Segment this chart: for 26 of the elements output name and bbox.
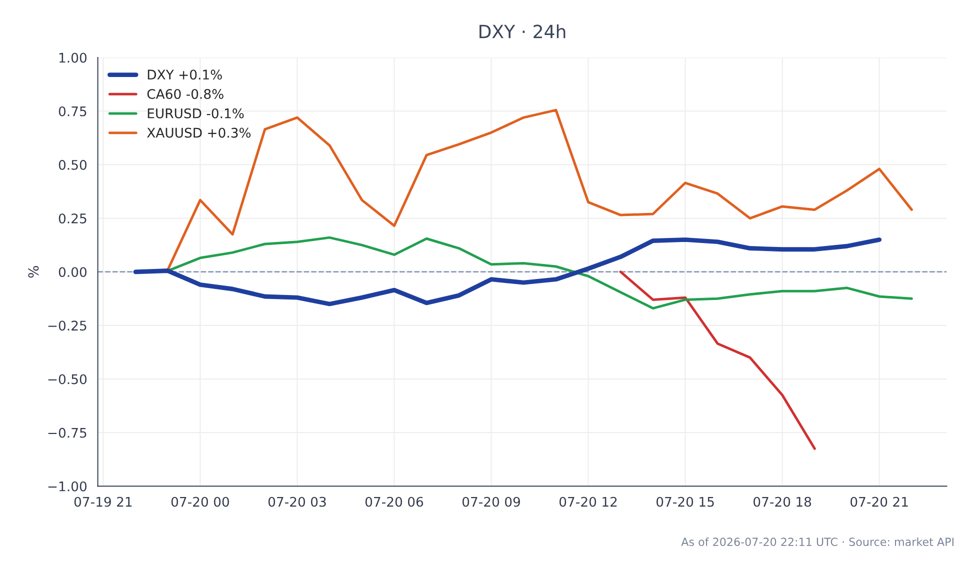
legend-label: EURUSD -0.1% xyxy=(148,108,244,118)
y-tick-label: −1.00 xyxy=(48,481,87,492)
text: As of 2026-07-20 22:11 UTC · Source: market API xyxy=(681,537,954,546)
y-tick-label: 0.75 xyxy=(58,106,86,116)
y-tick-label: 0.00 xyxy=(58,267,87,278)
x-tick-label: 07-20 21 xyxy=(850,496,908,507)
legend-label: XAUUSD +0.3% xyxy=(147,128,251,138)
line-series xyxy=(619,270,816,450)
x-tick-label: 07-20 18 xyxy=(754,496,812,507)
y-tick-label: −0.50 xyxy=(48,374,87,384)
y-tick-label: 1.00 xyxy=(59,52,87,63)
x-tick-label: 07-20 06 xyxy=(365,496,424,507)
x-tick-label: 07-20 09 xyxy=(462,496,520,507)
x-tick-label: 07-20 12 xyxy=(559,496,617,507)
x-tick-label: 07-20 00 xyxy=(171,496,229,507)
y-tick-label: −0.25 xyxy=(48,320,86,331)
x-tick-label: 07-20 03 xyxy=(268,496,326,507)
x-tick-label: 07-19 21 xyxy=(74,496,132,507)
chart-title: DXY · 24h xyxy=(480,24,566,38)
legend-label: DXY +0.1% xyxy=(148,70,222,80)
x-tick-label: 07-20 15 xyxy=(656,496,714,507)
y-axis-title: % xyxy=(28,266,39,278)
legend-label: CA60 -0.8% xyxy=(147,89,224,99)
y-tick-label: 0.25 xyxy=(58,213,86,224)
y-tick-label: −0.75 xyxy=(48,428,86,438)
y-tick-label: 0.50 xyxy=(58,160,87,170)
